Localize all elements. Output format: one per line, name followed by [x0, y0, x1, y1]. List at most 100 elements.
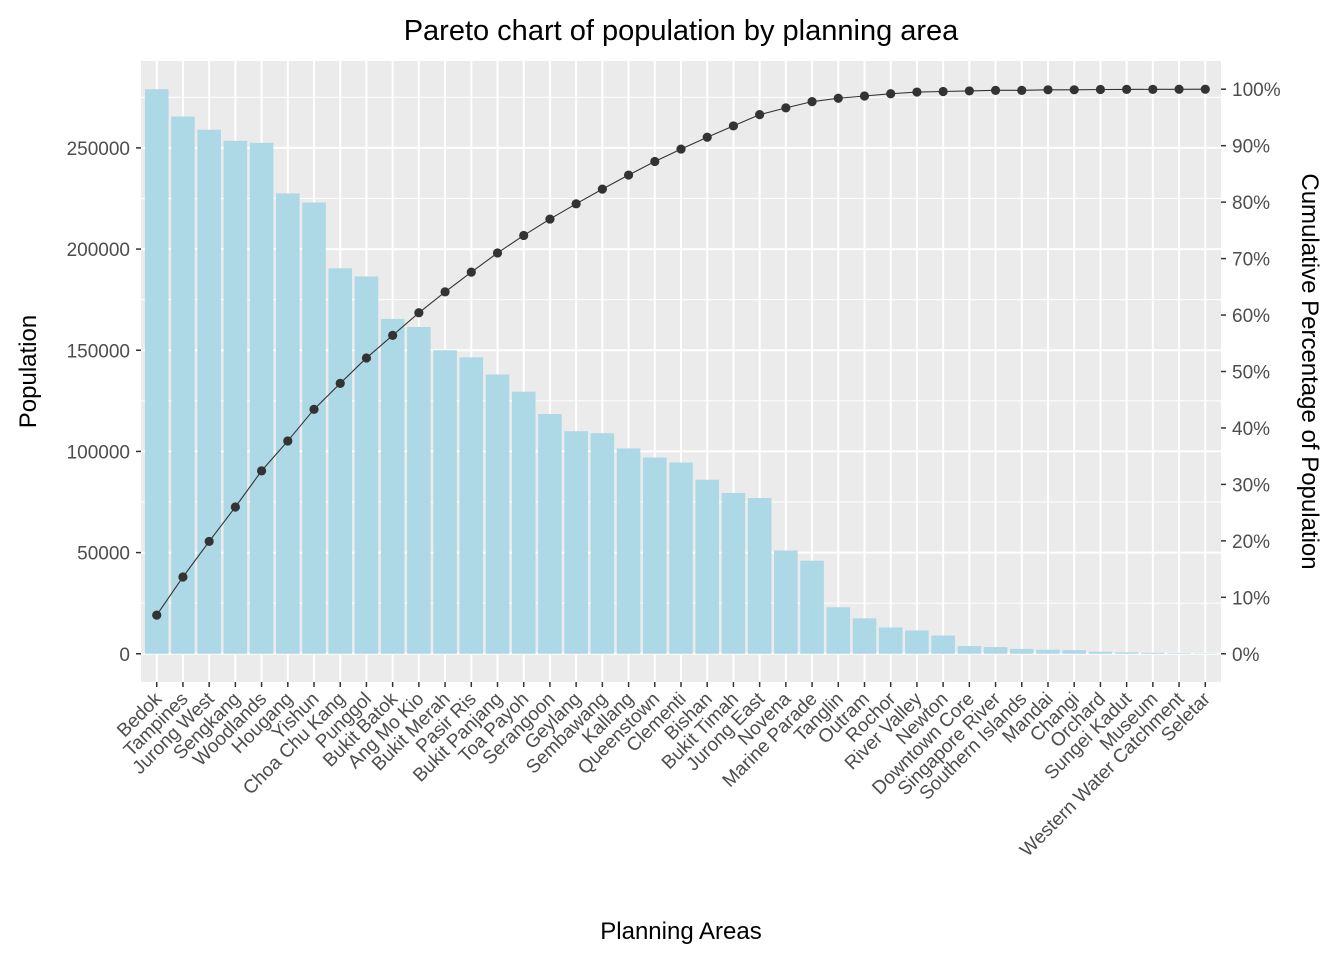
y-tick-label: 250000 — [67, 139, 130, 160]
y2-tick-label: 100% — [1232, 80, 1281, 101]
bar-toa-payoh — [511, 391, 536, 654]
cumulative-point — [1148, 84, 1158, 94]
bar-ang-mo-kio — [407, 326, 431, 654]
cumulative-point — [414, 308, 424, 318]
bar-rochor — [878, 627, 903, 654]
y2-tick-label: 80% — [1232, 193, 1270, 214]
cumulative-point — [519, 230, 529, 241]
bar-choa-chu-kang — [328, 268, 353, 654]
bar-geylang — [564, 431, 588, 654]
bar-sembawang — [590, 433, 615, 654]
y2-tick-label: 70% — [1232, 250, 1270, 271]
y2-tick-label: 20% — [1232, 532, 1270, 553]
bar-downtown-core — [957, 646, 982, 654]
bar-bukit-merah — [433, 350, 457, 654]
cumulative-point — [886, 89, 896, 99]
y-tick-label: 50000 — [77, 544, 130, 565]
cumulative-point — [912, 87, 922, 97]
bar-series — [144, 89, 1218, 654]
cumulative-point — [230, 502, 240, 512]
bar-river-valley — [905, 630, 929, 654]
bar-marine-parade — [800, 560, 824, 654]
cumulative-point — [1095, 84, 1106, 95]
bar-western-water-catchment — [1167, 653, 1191, 654]
cumulative-point — [964, 86, 974, 96]
cumulative-point — [388, 330, 398, 340]
y2-tick-label: 40% — [1232, 419, 1270, 440]
bar-southern-islands — [1009, 648, 1034, 654]
cumulative-point — [178, 572, 188, 582]
x-axis-title: Planning Areas — [600, 918, 761, 945]
bar-sengkang — [223, 140, 248, 654]
cumulative-point — [1043, 85, 1053, 95]
y2-axis-title: Cumulative Percentage of Population — [1296, 173, 1323, 569]
bar-bukit-batok — [380, 318, 405, 654]
cumulative-point — [440, 287, 450, 297]
cumulative-point — [938, 86, 948, 97]
cumulative-point — [781, 103, 791, 113]
y-tick-label: 200000 — [67, 240, 130, 261]
cumulative-point — [990, 85, 1001, 95]
bar-novena — [774, 550, 798, 654]
cumulative-point — [335, 378, 345, 388]
bar-sungei-kadut — [1114, 652, 1139, 654]
cumulative-point — [650, 156, 660, 167]
bar-queenstown — [642, 457, 667, 654]
bar-singapore-river — [983, 647, 1008, 654]
cumulative-point — [152, 610, 162, 620]
bar-bedok — [144, 89, 169, 654]
cumulative-point — [283, 436, 293, 446]
bar-kallang — [616, 448, 641, 654]
y2-tick-label: 50% — [1232, 363, 1270, 384]
y2-tick-label: 30% — [1232, 475, 1270, 496]
bar-bukit-timah — [721, 492, 746, 654]
bar-mandai — [1036, 649, 1060, 654]
cumulative-point — [702, 132, 712, 142]
y2-tick-label: 0% — [1232, 645, 1260, 666]
bar-bishan — [695, 479, 720, 654]
bar-pasir-ris — [459, 357, 484, 654]
bar-bukit-panjang — [485, 374, 510, 654]
cumulative-point — [1174, 84, 1184, 94]
y-tick-label: 150000 — [67, 341, 130, 362]
y2-tick-label: 90% — [1232, 137, 1270, 158]
y2-tick-label: 10% — [1232, 588, 1270, 609]
bar-museum — [1141, 652, 1165, 654]
bar-clementi — [669, 462, 693, 654]
chart-title: Pareto chart of population by planning a… — [404, 15, 959, 47]
cumulative-point — [492, 248, 503, 258]
bar-jurong-east — [747, 497, 772, 654]
cumulative-point — [361, 353, 372, 363]
bar-outram — [852, 618, 877, 654]
cumulative-point — [807, 97, 817, 107]
bar-hougang — [276, 193, 300, 654]
bar-serangoon — [538, 413, 562, 654]
cumulative-point — [676, 144, 686, 154]
cumulative-point — [597, 184, 607, 194]
bar-newton — [931, 635, 955, 654]
cumulative-point — [1017, 85, 1027, 95]
cumulative-line-series — [152, 84, 1210, 620]
cumulative-point — [545, 214, 555, 224]
bar-tanglin — [826, 607, 851, 654]
cumulative-point — [1122, 84, 1132, 94]
bar-woodlands — [249, 142, 274, 654]
cumulative-point — [204, 536, 214, 547]
bar-jurong-west — [197, 129, 221, 654]
bar-yishun — [302, 202, 326, 654]
bar-punggol — [354, 276, 379, 654]
cumulative-point — [1069, 85, 1079, 95]
cumulative-point — [256, 466, 267, 476]
cumulative-point — [309, 404, 319, 414]
cumulative-point — [833, 93, 843, 103]
y2-tick-label: 60% — [1232, 306, 1270, 327]
cumulative-point — [571, 199, 581, 209]
cumulative-point — [623, 170, 634, 180]
y-axis-title: Population — [15, 315, 42, 428]
cumulative-point — [859, 91, 870, 101]
cumulative-point — [466, 267, 476, 277]
y-tick-label: 100000 — [67, 442, 130, 463]
cumulative-point — [1200, 84, 1210, 94]
